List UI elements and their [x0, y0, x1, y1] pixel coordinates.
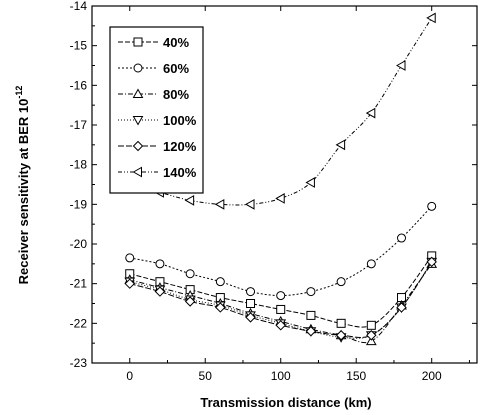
data-point — [275, 193, 285, 204]
x-tick-label: 200 — [422, 369, 442, 383]
legend: 40% 60% 80% 100% 120% 140% — [109, 26, 204, 194]
x-tick-label: 150 — [346, 369, 366, 383]
data-point — [214, 198, 225, 210]
legend-marker — [133, 37, 143, 47]
y-tick-label: -17 — [70, 118, 88, 132]
data-point — [335, 330, 347, 341]
data-point — [215, 277, 225, 287]
legend-box — [109, 26, 204, 194]
axis-ticks — [91, 5, 477, 364]
data-point — [155, 259, 165, 269]
data-point — [245, 198, 255, 210]
legend-marker — [132, 140, 144, 152]
x-axis-title: Transmission distance (km) — [200, 395, 371, 410]
data-point — [366, 259, 376, 269]
data-point — [184, 195, 195, 206]
y-tick-label: -14 — [70, 0, 88, 13]
data-point — [275, 320, 286, 331]
data-point — [276, 304, 286, 314]
legend-label: 140% — [163, 165, 197, 180]
data-point — [336, 318, 346, 328]
legend-marker — [132, 88, 144, 98]
data-point — [215, 302, 226, 313]
x-tick-label: 50 — [199, 369, 213, 383]
series-80pct — [124, 258, 438, 346]
y-tick-label: -16 — [70, 78, 88, 92]
data-point — [366, 320, 376, 330]
data-point — [397, 233, 407, 243]
data-point — [336, 277, 346, 287]
data-point — [305, 177, 315, 188]
data-point — [125, 253, 135, 263]
y-tick-label: -15 — [70, 39, 88, 53]
data-point — [426, 12, 436, 24]
data-point — [276, 291, 286, 301]
series-60pct — [125, 201, 437, 301]
data-point — [427, 201, 437, 211]
data-point — [306, 287, 316, 297]
legend-marker — [133, 63, 143, 73]
x-tick-label: 0 — [126, 369, 133, 383]
legend-label: 120% — [163, 139, 197, 154]
series-line — [129, 205, 433, 297]
data-point — [305, 326, 317, 337]
data-point — [306, 310, 316, 320]
legend-label: 60% — [163, 61, 189, 76]
legend-marker — [132, 116, 144, 126]
y-tick-label: -23 — [70, 356, 88, 370]
data-point — [154, 286, 166, 297]
x-tick-labels: 0 50 100 150 200 — [126, 369, 442, 383]
y-tick-label: -20 — [70, 237, 88, 251]
legend-item: 120% — [118, 139, 197, 154]
y-axis-title-exponent: -12 — [14, 86, 24, 99]
data-point — [246, 287, 256, 297]
legend-marker — [132, 166, 142, 178]
y-axis-title: Receiver sensitivity at BER 10-12 — [14, 86, 31, 285]
y-tick-labels: -14 -15 -16 -17 -18 -19 -20 -21 -22 -23 — [70, 0, 88, 370]
series-120pct — [124, 256, 437, 341]
legend-item: 60% — [118, 61, 189, 76]
legend-item: 140% — [118, 165, 197, 180]
y-tick-label: -19 — [70, 197, 88, 211]
legend-label: 40% — [163, 35, 189, 50]
data-point — [365, 107, 376, 119]
y-axis-title-main: Receiver sensitivity at BER 10 — [16, 99, 31, 285]
y-tick-label: -21 — [70, 277, 88, 291]
x-tick-label: 100 — [271, 369, 291, 383]
series-line — [129, 263, 433, 344]
legend-item: 100% — [118, 113, 197, 128]
legend-label: 80% — [163, 87, 189, 102]
data-point — [426, 256, 437, 268]
data-point — [124, 278, 135, 289]
legend-item: 40% — [118, 35, 189, 50]
data-point — [366, 330, 377, 341]
data-point — [185, 269, 195, 279]
legend-item: 80% — [118, 87, 189, 102]
data-point — [246, 299, 256, 308]
legend-label: 100% — [163, 113, 197, 128]
data-point — [184, 296, 196, 307]
y-tick-label: -18 — [70, 158, 88, 172]
series-40pct — [125, 251, 437, 330]
data-point — [335, 139, 346, 151]
y-tick-label: -22 — [70, 316, 88, 330]
data-point — [396, 302, 407, 313]
data-point — [395, 60, 406, 71]
data-point — [245, 312, 256, 323]
